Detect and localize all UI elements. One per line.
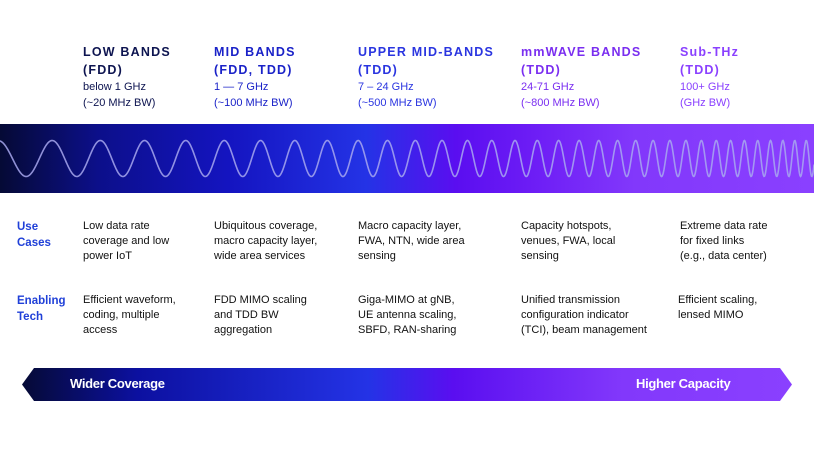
cell-line: sensing — [521, 250, 559, 262]
row-label: Enabling Tech — [17, 293, 66, 325]
cell-line: FWA, NTN, wide area — [358, 235, 465, 247]
row-label-line: Enabling — [17, 295, 66, 307]
cell-line: power IoT — [83, 250, 132, 262]
table-cell: Efficient waveform, coding, multiple acces… — [83, 293, 176, 338]
band-column: Sub-THz (TDD) 100+ GHz (GHz BW) — [680, 43, 739, 111]
cell-line: venues, FWA, local — [521, 235, 616, 247]
cell-line: Efficient waveform, — [83, 294, 176, 306]
table-cell: Giga-MIMO at gNB, UE antenna scaling, SBFD… — [358, 293, 456, 338]
band-title: mmWAVE BANDS — [521, 45, 642, 59]
cell-line: aggregation — [214, 324, 273, 336]
band-bandwidth: (GHz BW) — [680, 97, 731, 109]
band-duplex: (TDD) — [680, 63, 721, 77]
band-column: MID BANDS (FDD, TDD) 1 — 7 GHz (~100 MHz… — [214, 43, 296, 111]
band-range: 1 — 7 GHz — [214, 81, 269, 93]
band-range: 100+ GHz — [680, 81, 730, 93]
cell-line: Extreme data rate — [680, 220, 768, 232]
row-label: Use Cases — [17, 219, 51, 251]
band-duplex: (FDD, TDD) — [214, 63, 293, 77]
higher-capacity-label: Higher Capacity — [636, 376, 731, 391]
wider-coverage-label: Wider Coverage — [70, 376, 165, 391]
cell-line: FDD MIMO scaling — [214, 294, 307, 306]
cell-line: (TCI), beam management — [521, 324, 647, 336]
cell-line: for fixed links — [680, 235, 745, 247]
band-bandwidth: (~20 MHz BW) — [83, 97, 156, 109]
coverage-capacity-arrow — [22, 368, 792, 401]
cell-line: Capacity hotspots, — [521, 220, 612, 232]
band-bandwidth: (~100 MHz BW) — [214, 97, 293, 109]
band-column: mmWAVE BANDS (TDD) 24-71 GHz (~800 MHz B… — [521, 43, 641, 111]
row-label-line: Cases — [17, 237, 51, 249]
table-cell: FDD MIMO scaling and TDD BW aggregation — [214, 293, 307, 338]
cell-line: access — [83, 324, 118, 336]
table-cell: Efficient scaling, lensed MIMO — [678, 293, 757, 323]
wave-graphic — [0, 139, 814, 178]
row-label-line: Tech — [17, 311, 43, 323]
cell-line: Ubiquitous coverage, — [214, 220, 318, 232]
cell-line: Efficient scaling, — [678, 294, 758, 306]
band-range: 7 – 24 GHz — [358, 81, 414, 93]
band-bandwidth: (~800 MHz BW) — [521, 97, 600, 109]
frequency-wave-band — [0, 124, 814, 193]
table-cell: Extreme data rate for fixed links (e.g., d… — [680, 219, 767, 264]
cell-line: Unified transmission — [521, 294, 621, 306]
cell-line: Macro capacity layer, — [358, 220, 462, 232]
cell-line: and TDD BW — [214, 309, 279, 321]
cell-line: Low data rate — [83, 220, 150, 232]
cell-line: coverage and low — [83, 235, 170, 247]
band-duplex: (FDD) — [83, 63, 124, 77]
cell-line: wide area services — [214, 250, 306, 262]
cell-line: macro capacity layer, — [214, 235, 318, 247]
cell-line: lensed MIMO — [678, 309, 744, 321]
band-duplex: (TDD) — [521, 63, 562, 77]
cell-line: SBFD, RAN-sharing — [358, 324, 457, 336]
band-bandwidth: (~500 MHz BW) — [358, 97, 437, 109]
band-duplex: (TDD) — [358, 63, 399, 77]
cell-line: coding, multiple — [83, 309, 160, 321]
sine-wave — [0, 139, 814, 178]
band-title: Sub-THz — [680, 45, 740, 59]
cell-line: UE antenna scaling, — [358, 309, 457, 321]
cell-line: configuration indicator — [521, 309, 629, 321]
table-cell: Capacity hotspots, venues, FWA, local sens… — [521, 219, 615, 264]
band-column: LOW BANDS (FDD) below 1 GHz (~20 MHz BW) — [83, 43, 171, 111]
band-title: LOW BANDS — [83, 45, 171, 59]
table-cell: Low data rate coverage and low power IoT — [83, 219, 169, 264]
band-column: UPPER MID-BANDS (TDD) 7 – 24 GHz (~500 M… — [358, 43, 494, 111]
band-title: MID BANDS — [214, 45, 296, 59]
cell-line: sensing — [358, 250, 396, 262]
table-cell: Ubiquitous coverage, macro capacity layer… — [214, 219, 317, 264]
cell-line: (e.g., data center) — [680, 250, 767, 262]
band-range: below 1 GHz — [83, 81, 146, 93]
table-cell: Unified transmission configuration indica… — [521, 293, 647, 338]
row-label-line: Use — [17, 221, 39, 233]
band-range: 24-71 GHz — [521, 81, 575, 93]
table-cell: Macro capacity layer, FWA, NTN, wide area… — [358, 219, 465, 264]
band-title: UPPER MID-BANDS — [358, 45, 495, 59]
cell-line: Giga-MIMO at gNB, — [358, 294, 455, 306]
